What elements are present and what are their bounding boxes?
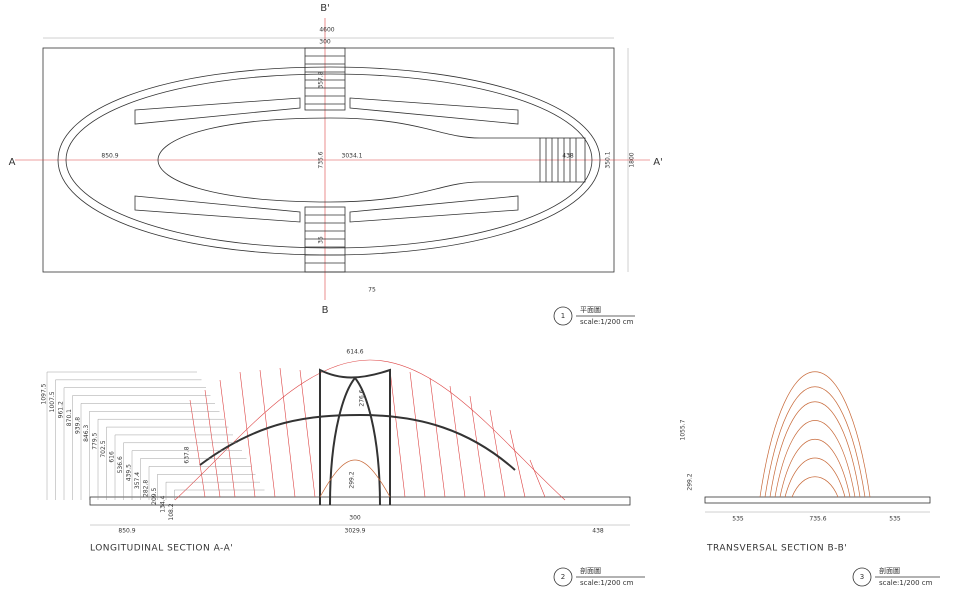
inner-arch xyxy=(319,459,391,498)
arch xyxy=(784,457,846,498)
height-label: 779.5 xyxy=(92,432,99,449)
arch xyxy=(779,438,851,498)
section-mark: B xyxy=(322,305,329,316)
section-title: LONGITUDINAL SECTION A-A' xyxy=(90,544,233,554)
seating-slots xyxy=(134,97,519,223)
dim-label: 535 xyxy=(889,516,901,523)
dim-label: 614.6 xyxy=(346,349,363,356)
dim-label: 535 xyxy=(732,516,744,523)
dim-label: 350.1 xyxy=(605,151,612,168)
caption-name: 剖面圖 xyxy=(580,566,601,575)
caption-number: 3 xyxy=(860,573,864,581)
height-label: 209.5 xyxy=(151,488,158,505)
ground-slab xyxy=(704,496,931,504)
arch xyxy=(791,476,839,498)
plan: 4600 300 B' B A A' 850.9 3034.1 438 735.… xyxy=(9,3,663,326)
dim-label: 357.8 xyxy=(318,71,325,88)
stair-treads xyxy=(305,55,577,264)
height-label: 616 xyxy=(109,451,116,463)
stair-right xyxy=(539,137,586,183)
section-title: TRANSVERSAL SECTION B-B' xyxy=(706,544,847,554)
caption-number: 2 xyxy=(561,573,565,581)
dim-label: 300 xyxy=(349,515,361,522)
height-label: 134.4 xyxy=(160,495,167,512)
caption-scale: scale:1/200 cm xyxy=(580,318,634,326)
height-label: 439.5 xyxy=(126,464,133,481)
dim-label: 300 xyxy=(319,39,331,46)
arch xyxy=(769,401,861,498)
central-arch xyxy=(329,376,381,506)
height-label: 282.8 xyxy=(143,480,150,497)
caption-scale: scale:1/200 cm xyxy=(879,579,933,587)
section-mark: B' xyxy=(320,3,330,14)
dim-label: 637.8 xyxy=(184,446,191,463)
dim-label: 75 xyxy=(368,287,376,294)
section-mark: A' xyxy=(653,157,663,168)
track-loop xyxy=(157,117,540,203)
dim-label: 299.2 xyxy=(687,473,694,490)
transversal-section: 1055.7 299.2 535 735.6 535 TRANSVERSAL S… xyxy=(680,371,940,587)
height-label: 108.2 xyxy=(168,503,175,520)
stair-top xyxy=(304,47,346,111)
dim-label: 276.6 xyxy=(359,389,366,406)
dim-label: 1055.7 xyxy=(680,419,687,440)
caption-circle xyxy=(553,567,573,587)
ground-slab xyxy=(89,496,631,506)
arch xyxy=(764,386,866,498)
dim-label: 438 xyxy=(592,528,604,535)
dim-label: 4600 xyxy=(319,27,334,34)
dim-label: 1800 xyxy=(629,152,636,167)
height-label: 702.5 xyxy=(100,440,107,457)
dim-label: 735.6 xyxy=(318,151,325,168)
dim-label: 850.9 xyxy=(118,528,135,535)
height-label: 1007.5 xyxy=(49,391,56,412)
caption-circle xyxy=(553,306,573,326)
caption-circle xyxy=(852,567,872,587)
dim-label: 299.2 xyxy=(349,471,356,488)
section-mark: A xyxy=(9,157,16,168)
caption-name: 平面圖 xyxy=(580,306,601,314)
track-outer xyxy=(57,66,601,256)
dim-label: 3029.9 xyxy=(345,528,366,535)
height-dims: 1097.5 1007.5 961.2 870.1 939.8 846.3 779.5 702… xyxy=(41,371,265,521)
arch xyxy=(774,420,856,498)
cable-envelope xyxy=(174,359,566,501)
central-frame xyxy=(319,368,391,505)
ring-beam xyxy=(199,413,516,471)
dim-label: 735.6 xyxy=(809,516,826,523)
stair-bottom xyxy=(304,206,346,273)
caption-scale: scale:1/200 cm xyxy=(580,579,634,587)
caption-name: 剖面圖 xyxy=(879,566,900,575)
height-label: 870.1 xyxy=(66,409,73,426)
height-label: 536.6 xyxy=(117,456,124,473)
height-label: 939.8 xyxy=(75,417,82,434)
height-label: 961.2 xyxy=(58,401,65,418)
arch xyxy=(759,371,871,498)
caption-number: 1 xyxy=(561,312,565,320)
track-inner xyxy=(65,73,593,249)
dim-label: 438 xyxy=(562,153,574,160)
dim-label: 3034.1 xyxy=(342,153,363,160)
height-label: 1097.5 xyxy=(41,383,48,404)
longitudinal-section: 614.6 276.6 637.8 299.2 300 850.9 3029.9… xyxy=(41,349,645,587)
height-label: 357.4 xyxy=(134,472,141,489)
dim-label: 35 xyxy=(318,236,325,244)
dim-label: 850.9 xyxy=(101,153,118,160)
cables xyxy=(189,367,546,498)
height-label: 846.3 xyxy=(83,425,90,442)
